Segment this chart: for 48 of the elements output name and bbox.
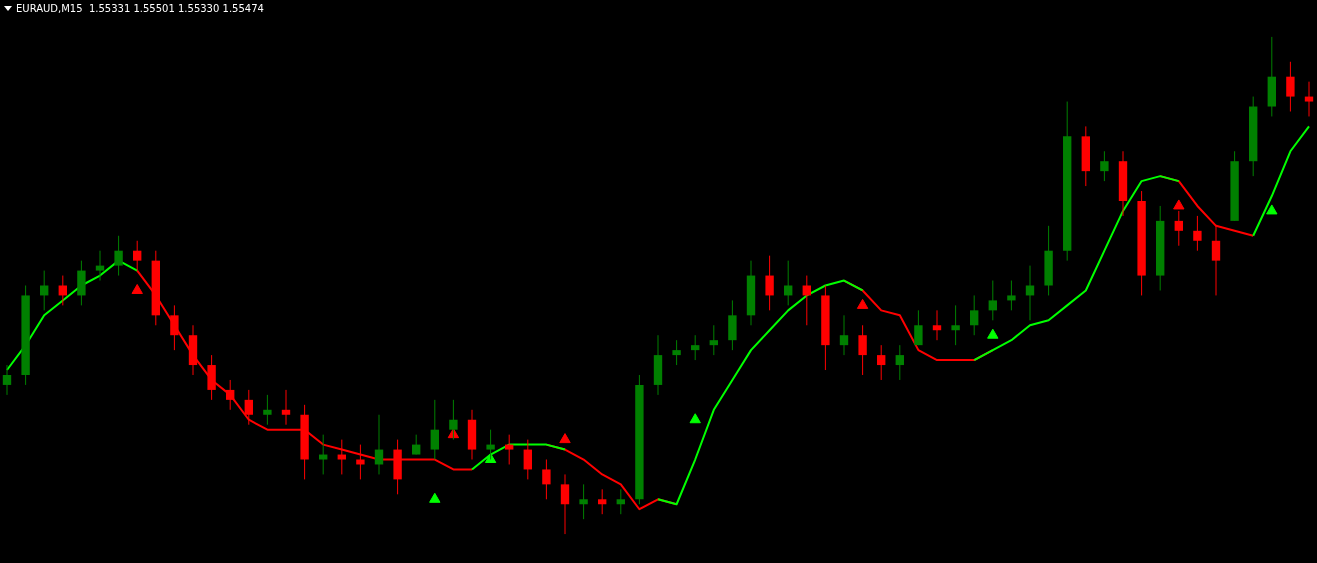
point (689, 413, 701, 424)
candlestick (560, 473, 570, 535)
candlestick (988, 280, 997, 321)
candlestick (895, 344, 904, 381)
candlestick (598, 488, 607, 515)
point (559, 433, 571, 444)
candlestick (412, 434, 421, 456)
candlestick (95, 250, 105, 282)
candlestick (374, 414, 384, 475)
candlestick (281, 389, 291, 426)
candlestick (877, 344, 886, 381)
candlestick (1304, 81, 1314, 117)
candlestick (263, 394, 272, 426)
candlestick (114, 235, 123, 277)
candlestick (932, 309, 942, 341)
candlestick (319, 434, 328, 475)
candlestick (858, 324, 867, 376)
candlestick (709, 324, 718, 356)
candlestick (951, 304, 960, 346)
point (429, 492, 441, 503)
point (1266, 204, 1278, 215)
point (987, 328, 999, 339)
candlestick (672, 339, 681, 366)
candlestick (523, 439, 532, 480)
candlestick (244, 389, 253, 426)
point (856, 298, 869, 309)
point (1173, 199, 1185, 210)
candlestick (839, 314, 849, 356)
point (131, 283, 143, 294)
candlestick (1100, 150, 1109, 182)
candlestick (337, 439, 346, 475)
candlestick (1193, 215, 1202, 252)
candlestick (170, 304, 179, 351)
candlestick (505, 434, 514, 465)
candlestick (430, 399, 439, 461)
candlestick (2, 364, 12, 396)
candlestick (1211, 225, 1221, 296)
candlestick (970, 294, 979, 336)
chart-title: EURAUD,M15 1.55331 1.55501 1.55330 1.55474 (16, 3, 264, 14)
candlestick (765, 255, 774, 311)
candlestick (542, 459, 551, 500)
candlestick (914, 309, 923, 346)
candlestick (226, 379, 235, 411)
candlestick (691, 334, 700, 361)
candlestick (1286, 61, 1295, 112)
candlestick (616, 488, 625, 515)
candlestick (579, 483, 588, 520)
candlestick (1007, 280, 1016, 311)
